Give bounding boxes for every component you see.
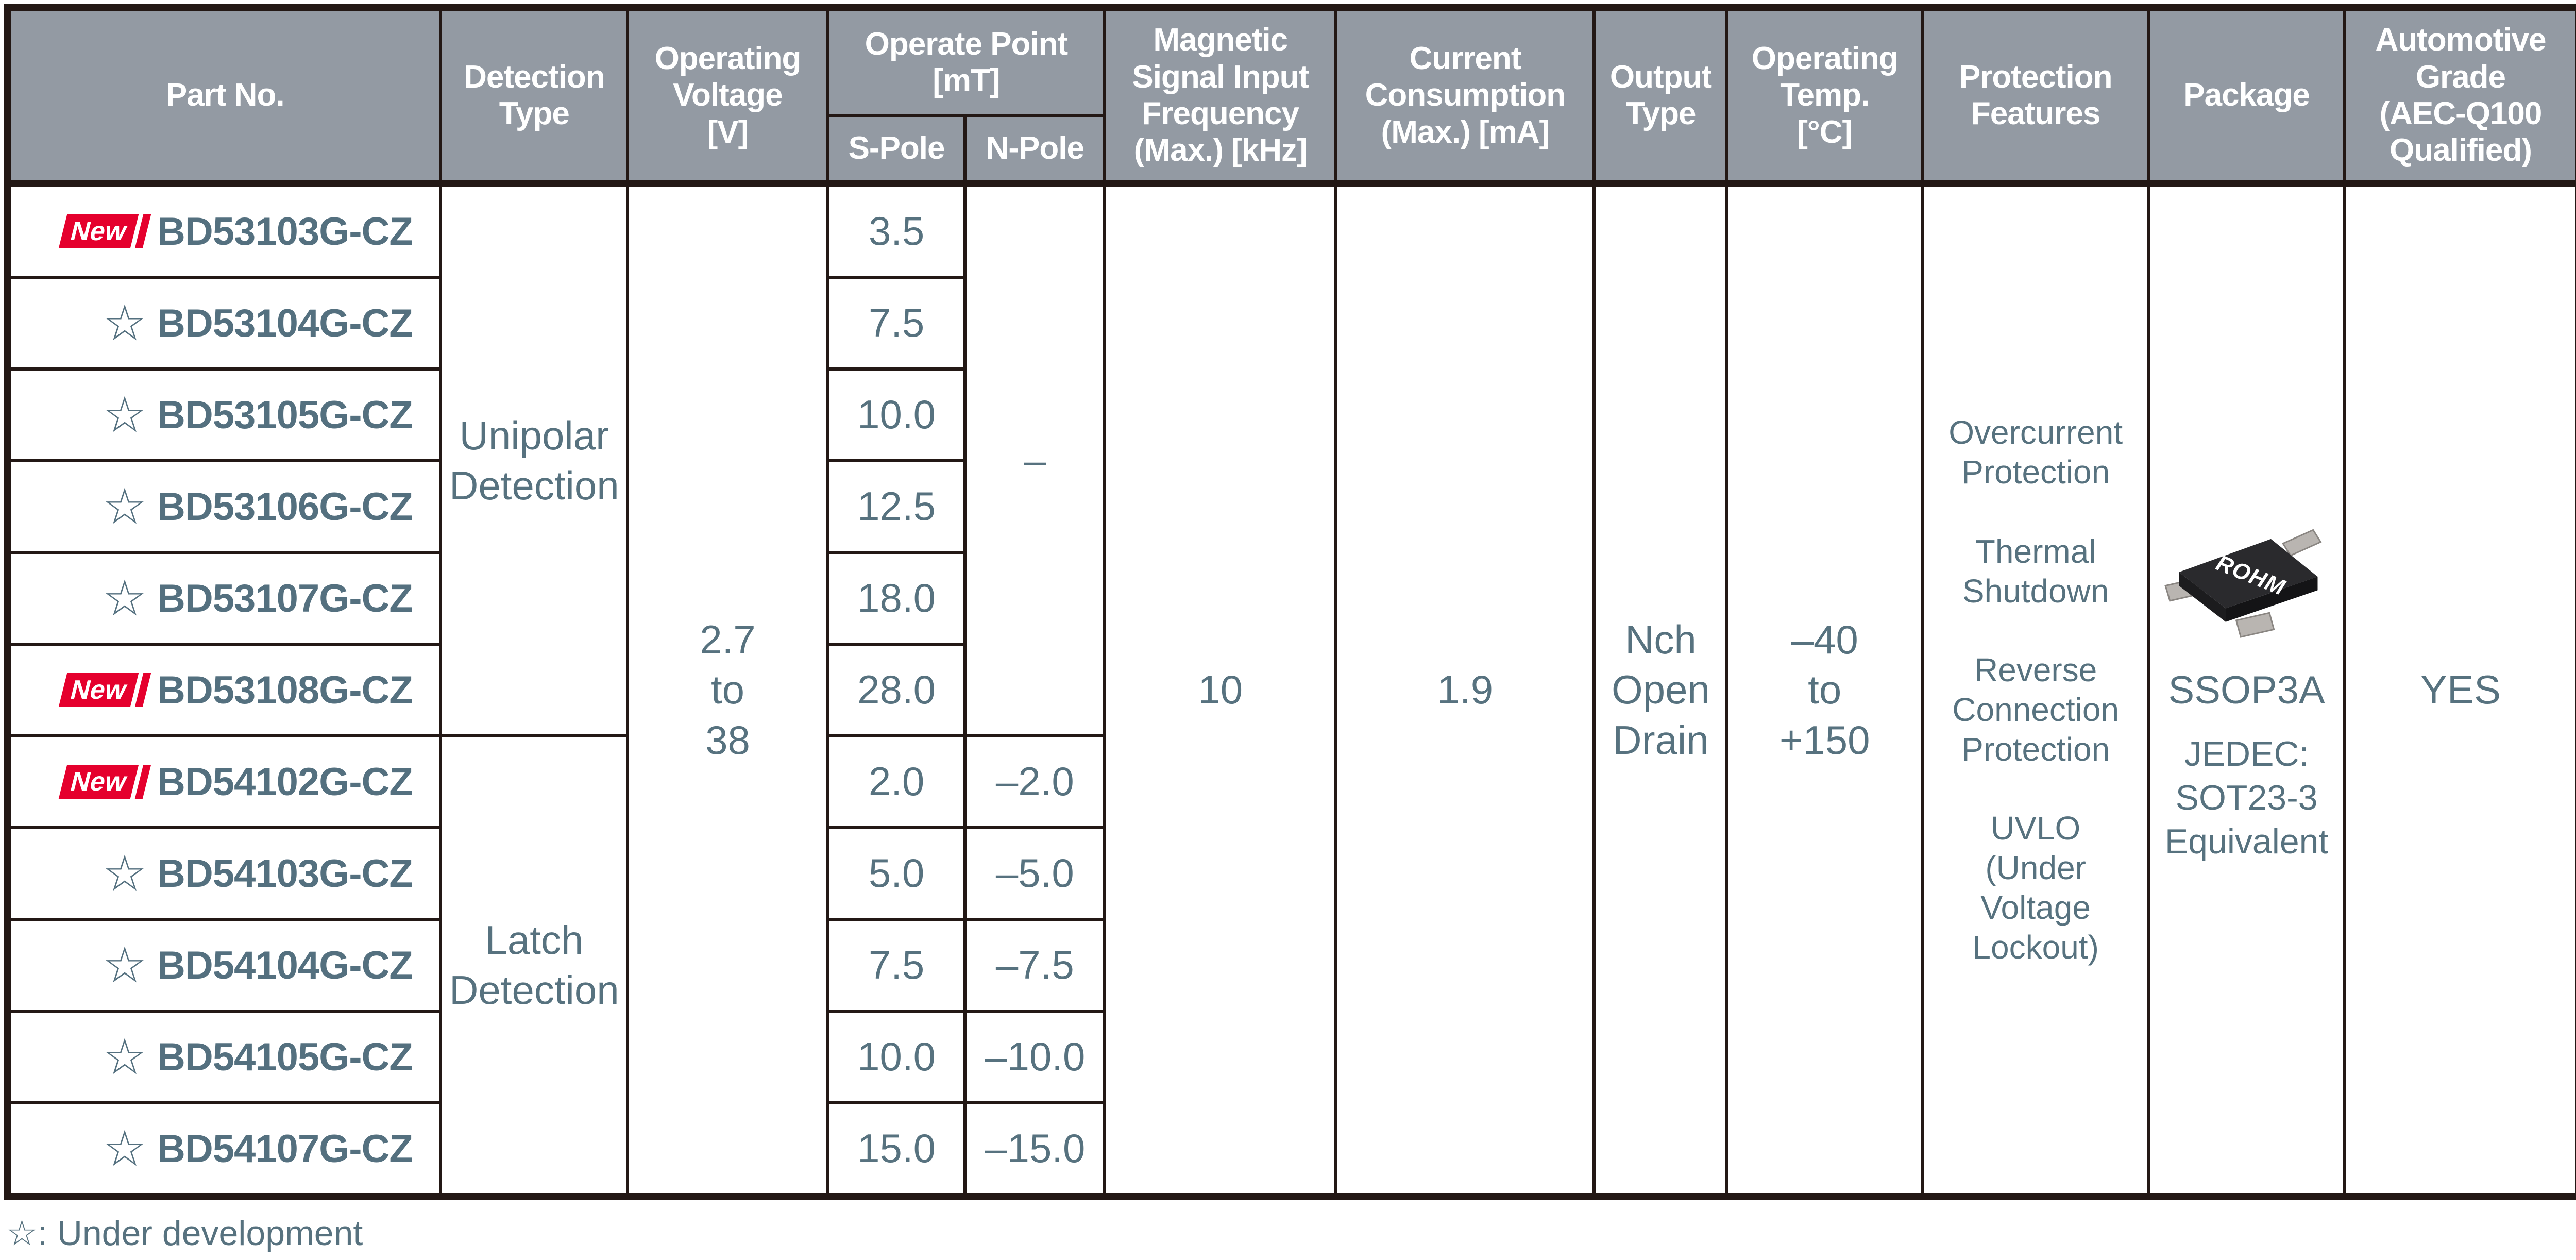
cell-detection-unipolar: Unipolar Detection	[442, 187, 626, 734]
cell-n-pole-r8: –5.0	[967, 829, 1104, 918]
part-cell-row10: ☆ BD54105G-CZ	[11, 1013, 439, 1101]
col-header-detection-type: Detection Type	[442, 11, 626, 180]
col-header-automotive-grade: Automotive Grade (AEC-Q100 Qualified)	[2345, 11, 2575, 180]
cell-magnetic-frequency: 10	[1106, 187, 1335, 1193]
cell-n-pole-r11: –15.0	[967, 1104, 1104, 1193]
package-body-top	[2178, 539, 2318, 609]
col-header-s-pole: S-Pole	[829, 117, 964, 180]
under-development-star-icon: ☆	[102, 845, 147, 902]
cell-package: ROHM SSOP3A JEDEC: SOT23-3 Equivalent	[2150, 187, 2343, 1193]
cell-s-pole-r3: 10.0	[829, 371, 964, 459]
part-number: BD53104G-CZ	[157, 301, 413, 345]
footnote: ☆: Under development	[6, 1214, 363, 1253]
col-header-output-type: Output Type	[1596, 11, 1726, 180]
part-number: BD54104G-CZ	[157, 943, 413, 987]
cell-operating-voltage: 2.7 to 38	[629, 187, 826, 1193]
cell-s-pole-r9: 7.5	[829, 921, 964, 1010]
col-header-operating-voltage: Operating Voltage [V]	[629, 11, 826, 180]
cell-n-pole-r7: –2.0	[967, 737, 1104, 826]
col-header-n-pole: N-Pole	[967, 117, 1104, 180]
part-number: BD54103G-CZ	[157, 851, 413, 896]
under-development-star-icon: ☆	[102, 478, 147, 535]
part-cell-row3: ☆ BD53105G-CZ	[11, 371, 439, 459]
under-development-star-icon: ☆	[102, 1028, 147, 1086]
col-header-part-no: Part No.	[11, 11, 439, 180]
rohm-package-photo: ROHM	[2164, 529, 2322, 638]
part-number: BD54102G-CZ	[157, 760, 413, 804]
part-cell-row9: ☆ BD54104G-CZ	[11, 921, 439, 1010]
package-jedec: JEDEC: SOT23-3 Equivalent	[2164, 734, 2329, 861]
part-cell-row8: ☆ BD54103G-CZ	[11, 829, 439, 918]
col-header-operating-temp: Operating Temp. [°C]	[1728, 11, 1921, 180]
package-lead-icon	[2235, 612, 2275, 638]
package-name: SSOP3A	[2168, 668, 2325, 712]
cell-s-pole-r10: 10.0	[829, 1013, 964, 1101]
cell-automotive-grade: YES	[2345, 187, 2575, 1193]
cell-n-pole-r9: –7.5	[967, 921, 1104, 1010]
package-body-side	[2178, 572, 2226, 622]
new-badge: New	[58, 214, 139, 248]
part-cell-row7: New BD54102G-CZ	[11, 737, 439, 826]
cell-s-pole-r5: 18.0	[829, 554, 964, 643]
package-body-side	[2225, 577, 2318, 622]
cell-detection-latch: Latch Detection	[442, 737, 626, 1193]
cell-s-pole-r6: 28.0	[829, 646, 964, 734]
part-cell-row6: New BD53108G-CZ	[11, 646, 439, 734]
cell-s-pole-r8: 5.0	[829, 829, 964, 918]
under-development-star-icon: ☆	[102, 1120, 147, 1178]
cell-operating-temp: –40 to +150	[1728, 187, 1921, 1193]
new-badge: New	[58, 673, 139, 707]
cell-current-consumption: 1.9	[1337, 187, 1593, 1193]
part-number: BD53105G-CZ	[157, 393, 413, 437]
cell-output-type: Nch Open Drain	[1596, 187, 1726, 1193]
part-cell-row4: ☆ BD53106G-CZ	[11, 462, 439, 551]
cell-n-pole-dash: –	[967, 187, 1104, 734]
part-number: BD53106G-CZ	[157, 484, 413, 529]
part-number: BD54107G-CZ	[157, 1127, 413, 1171]
under-development-star-icon: ☆	[102, 936, 147, 994]
col-header-magnetic-frequency: Magnetic Signal Input Frequency (Max.) […	[1106, 11, 1335, 180]
part-cell-row1: New BD53103G-CZ	[11, 187, 439, 276]
cell-s-pole-r2: 7.5	[829, 279, 964, 367]
part-number: BD53107G-CZ	[157, 576, 413, 620]
col-header-protection-features: Protection Features	[1923, 11, 2148, 180]
part-number: BD53103G-CZ	[157, 209, 413, 254]
part-cell-row2: ☆ BD53104G-CZ	[11, 279, 439, 367]
under-development-star-icon: ☆	[102, 294, 147, 352]
cell-protection-features: Overcurrent Protection Thermal Shutdown …	[1923, 187, 2148, 1193]
package-lead-icon	[2281, 529, 2322, 557]
under-development-star-icon: ☆	[102, 569, 147, 627]
hall-ic-lineup-table: Part No. Detection Type Operating Voltag…	[4, 4, 2576, 1200]
col-header-package: Package	[2150, 11, 2343, 180]
part-cell-row11: ☆ BD54107G-CZ	[11, 1104, 439, 1193]
part-number: BD54105G-CZ	[157, 1035, 413, 1079]
cell-s-pole-r11: 15.0	[829, 1104, 964, 1193]
table-grid: Part No. Detection Type Operating Voltag…	[11, 11, 2575, 1193]
part-cell-row5: ☆ BD53107G-CZ	[11, 554, 439, 643]
new-badge: New	[58, 765, 139, 799]
cell-n-pole-r10: –10.0	[967, 1013, 1104, 1101]
cell-s-pole-r4: 12.5	[829, 462, 964, 551]
col-header-current-consumption: Current Consumption (Max.) [mA]	[1337, 11, 1593, 180]
under-development-star-icon: ☆	[102, 386, 147, 444]
col-header-operate-point: Operate Point [mT]	[829, 11, 1104, 114]
cell-s-pole-r1: 3.5	[829, 187, 964, 276]
cell-s-pole-r7: 2.0	[829, 737, 964, 826]
part-number: BD53108G-CZ	[157, 668, 413, 712]
